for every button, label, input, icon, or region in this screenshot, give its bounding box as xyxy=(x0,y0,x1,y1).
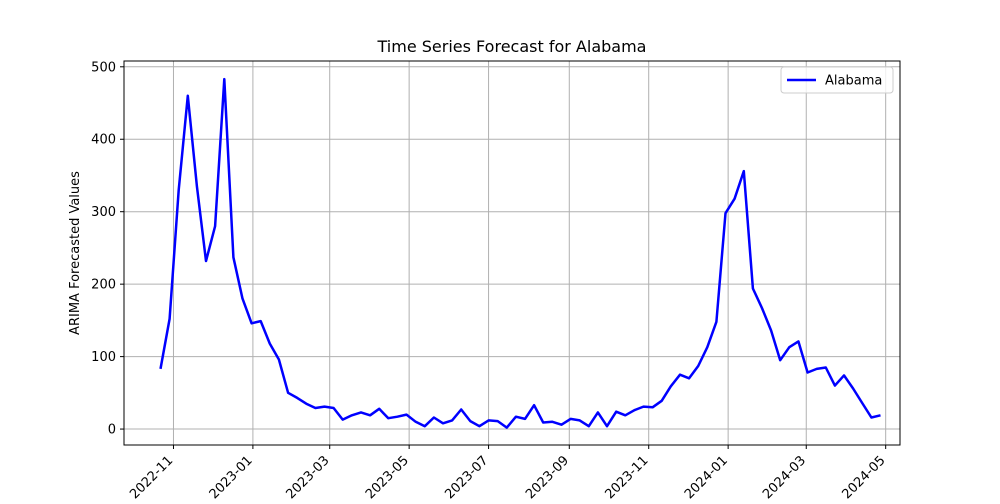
x-tick-label: 2023-09 xyxy=(523,453,572,500)
x-tick-label: 2022-11 xyxy=(127,453,176,500)
plot-frame xyxy=(123,60,901,446)
x-tick-label: 2023-11 xyxy=(603,453,652,500)
x-tick-label: 2024-05 xyxy=(839,453,888,500)
chart-title: Time Series Forecast for Alabama xyxy=(377,37,647,56)
y-tick-label: 400 xyxy=(91,133,116,148)
x-tick-label: 2023-01 xyxy=(207,453,256,500)
y-axis-label: ARIMA Forecasted Values xyxy=(68,171,83,335)
x-tick-label: 2024-01 xyxy=(682,453,731,500)
y-tick-label: 0 xyxy=(108,423,116,438)
y-tick-label: 100 xyxy=(91,350,116,365)
x-tick-label: 2023-05 xyxy=(363,453,412,500)
legend[interactable]: Alabama xyxy=(780,66,894,94)
x-tick-label: 2023-07 xyxy=(442,453,491,500)
series-points xyxy=(159,78,881,429)
series-line-alabama xyxy=(159,77,881,429)
grid xyxy=(124,61,900,445)
y-tick-label: 300 xyxy=(91,205,116,220)
series-layer xyxy=(159,77,881,429)
y-tick-label: 200 xyxy=(91,278,116,293)
ticks: 2022-11 2023-01 2023-03 2023-05 2023-07 2023-… xyxy=(91,60,888,502)
legend-label: Alabama xyxy=(825,74,882,89)
y-tick-label: 500 xyxy=(91,60,116,75)
x-tick-label: 2023-03 xyxy=(284,453,333,500)
legend-box xyxy=(780,66,894,94)
x-tick-label: 2024-03 xyxy=(760,453,809,500)
